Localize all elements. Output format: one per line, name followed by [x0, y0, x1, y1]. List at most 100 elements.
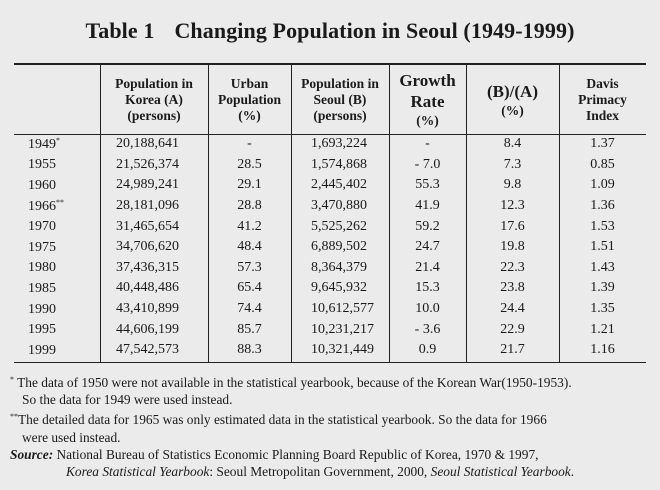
source-note: Source: National Bureau of Statistics Ec…	[10, 446, 539, 462]
column-divider	[208, 64, 209, 362]
growth-rate-cell: 55.3	[415, 177, 440, 193]
davis-index-cell: 1.09	[590, 177, 615, 193]
year-header	[14, 65, 100, 134]
footnote-1: * The data of 1950 were not available in…	[10, 375, 572, 390]
year-cell: 1995	[28, 322, 56, 338]
source-note-continued: Korea Statistical Yearbook: Seoul Metrop…	[66, 464, 575, 480]
ratio-cell: 24.4	[500, 301, 525, 317]
korea-population-cell: 40,448,486	[116, 280, 179, 296]
seoul-population-cell: 9,645,932	[311, 280, 367, 296]
korea-population-cell: 47,542,573	[116, 342, 179, 358]
korea-population-cell: 20,188,641	[116, 136, 179, 152]
korea-population-cell: 31,465,654	[116, 218, 179, 234]
davis-index-cell: 1.36	[590, 198, 615, 214]
ratio-cell: 19.8	[500, 239, 525, 255]
ratio-cell: 7.3	[503, 156, 522, 172]
ratio-cell: 21.7	[500, 342, 525, 358]
davis-index-cell: 1.21	[590, 321, 615, 337]
table-caption: Changing Population in Seoul (1949-1999)	[174, 18, 575, 43]
urban-population-cell: 28.5	[237, 156, 262, 172]
ratio-cell: 17.6	[500, 218, 525, 234]
population-table: Population in Korea (A) (persons) Urban …	[14, 65, 646, 361]
urban-population-cell: 41.2	[237, 218, 262, 234]
korea-population-cell: 44,606,199	[116, 321, 179, 337]
davis-index-cell: 1.39	[590, 280, 615, 296]
table-row: 1949* 20,188,641 - 1,693,224 - 8.4 1.37	[14, 134, 646, 155]
ratio-cell: 8.4	[503, 136, 522, 152]
ratio-cell: 12.3	[500, 198, 525, 214]
footnote-1-continued: So the data for 1949 were used instead.	[22, 392, 233, 408]
davis-index-cell: 1.37	[590, 136, 615, 152]
header-row: Population in Korea (A) (persons) Urban …	[14, 65, 646, 134]
column-divider	[389, 64, 390, 362]
table-row: 1985 40,448,486 65.4 9,645,932 15.3 23.8 1.39	[14, 278, 646, 299]
year-cell: 1970	[28, 219, 56, 235]
korea-population-cell: 43,410,899	[116, 301, 179, 317]
korea-population-cell: 28,181,096	[116, 198, 179, 214]
davis-index-cell: 1.35	[590, 301, 615, 317]
seoul-population-cell: 1,693,224	[311, 136, 367, 152]
growth-rate-cell: 10.0	[415, 301, 440, 317]
urban-population-cell: 74.4	[237, 301, 262, 317]
ratio-cell: 23.8	[500, 280, 525, 296]
seoul-population-cell: 2,445,402	[311, 177, 367, 193]
urban-population-cell: 88.3	[237, 342, 262, 358]
growth-rate-cell: - 7.0	[414, 156, 441, 172]
urban-population-cell: 85.7	[237, 321, 262, 337]
year-cell: 1949*	[28, 135, 60, 152]
column-divider	[291, 64, 292, 362]
ratio-header: (B)/(A) (%)	[487, 81, 538, 118]
bottom-rule	[14, 362, 646, 363]
davis-index-cell: 1.53	[590, 218, 615, 234]
davis-index-cell: 0.85	[590, 156, 615, 172]
growth-rate-cell: 59.2	[415, 218, 440, 234]
growth-rate-cell: 41.9	[415, 198, 440, 214]
seoul-population-cell: 3,470,880	[311, 198, 367, 214]
growth-rate-header: Growth Rate (%)	[399, 71, 456, 128]
year-cell: 1999	[28, 342, 56, 358]
urban-population-cell: 29.1	[237, 177, 262, 193]
table-row: 1960 24,989,241 29.1 2,445,402 55.3 9.8 1.09	[14, 175, 646, 196]
growth-rate-cell: 15.3	[415, 280, 440, 296]
column-divider	[100, 64, 101, 362]
year-cell: 1980	[28, 260, 56, 276]
ratio-cell: 22.9	[500, 321, 525, 337]
table-row: 1966** 28,181,096 28.8 3,470,880 41.9 12.3 1.3…	[14, 196, 646, 217]
korea-population-cell: 37,436,315	[116, 259, 179, 275]
footnote-2: **The detailed data for 1965 was only es…	[10, 412, 547, 428]
korea-population-cell: 21,526,374	[116, 156, 179, 172]
davis-index-cell: 1.43	[590, 259, 615, 275]
seoul-population-cell: 6,889,502	[311, 239, 367, 255]
davis-index-cell: 1.51	[590, 239, 615, 255]
year-cell: 1966**	[28, 197, 64, 214]
seoul-population-cell: 10,231,217	[311, 321, 374, 337]
year-cell: 1955	[28, 157, 56, 173]
davis-primacy-header: Davis Primacy Index	[578, 75, 627, 123]
urban-population-cell: -	[247, 136, 252, 152]
year-cell: 1985	[28, 280, 56, 296]
growth-rate-cell: - 3.6	[414, 321, 441, 337]
urban-population-cell: 28.8	[237, 198, 262, 214]
korea-population-cell: 24,989,241	[116, 177, 179, 193]
seoul-population-header: Population in Seoul (B) (persons)	[301, 75, 379, 123]
urban-population-header: Urban Population (%)	[217, 75, 282, 123]
year-cell: 1960	[28, 177, 56, 193]
urban-population-cell: 48.4	[237, 239, 262, 255]
top-rule	[14, 63, 646, 65]
column-divider	[466, 64, 467, 362]
table-row: 1980 37,436,315 57.3 8,364,379 21.4 22.3 1.43	[14, 258, 646, 279]
table-title: Table 1 Changing Population in Seoul (194…	[0, 18, 660, 44]
seoul-population-cell: 10,321,449	[311, 342, 374, 358]
table-row: 1955 21,526,374 28.5 1,574,868 - 7.0 7.3 0.85	[14, 155, 646, 176]
growth-rate-cell: 0.9	[418, 342, 437, 358]
korea-population-header: Population in Korea (A) (persons)	[115, 75, 193, 123]
growth-rate-cell: 21.4	[415, 259, 440, 275]
seoul-population-cell: 1,574,868	[311, 156, 367, 172]
ratio-cell: 22.3	[500, 259, 525, 275]
seoul-population-cell: 5,525,262	[311, 218, 367, 234]
growth-rate-cell: 24.7	[415, 239, 440, 255]
urban-population-cell: 57.3	[237, 259, 262, 275]
table-row: 1999 47,542,573 88.3 10,321,449 0.9 21.7 1.16	[14, 340, 646, 361]
growth-rate-cell: -	[425, 136, 430, 152]
table-notes: * The data of 1950 were not available in…	[10, 371, 650, 480]
